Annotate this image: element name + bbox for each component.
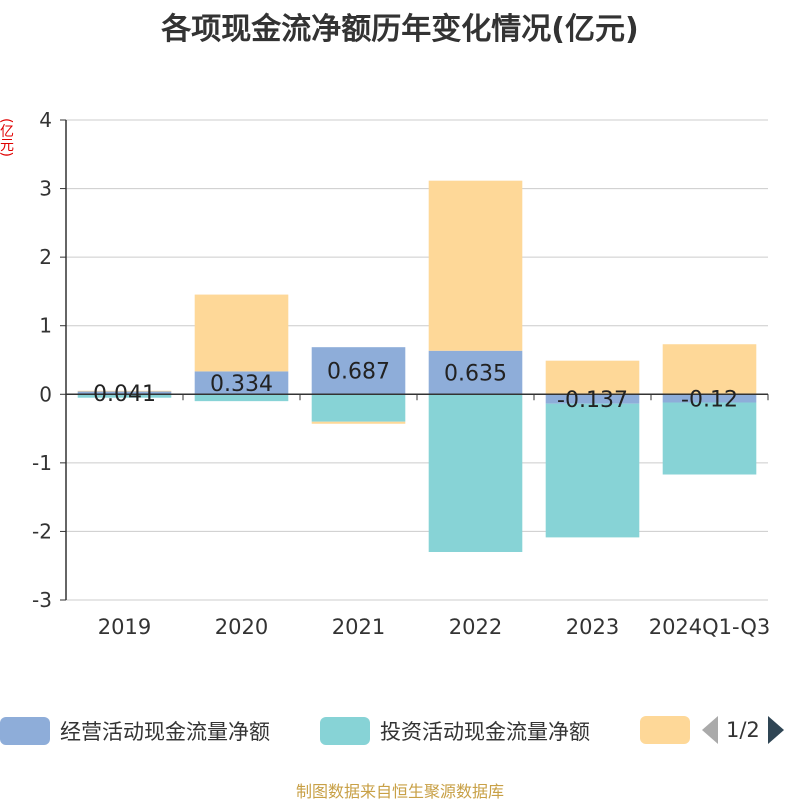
data-label: 0.687	[327, 360, 390, 385]
x-tick-label: 2019	[98, 615, 151, 639]
y-tick-label: 3	[39, 177, 52, 201]
bar-series1	[662, 402, 757, 475]
bar-series2	[311, 421, 406, 424]
data-label: -0.12	[681, 387, 738, 412]
bar-series2	[428, 180, 523, 351]
bar-series2	[545, 360, 640, 395]
legend-label-investing: 投资活动现金流量净额	[380, 720, 590, 744]
x-tick-label: 2020	[215, 615, 268, 639]
x-tick-label: 2024Q1-Q3	[649, 615, 771, 639]
legend-label-operating: 经营活动现金流量净额	[60, 720, 270, 744]
x-tick-label: 2022	[449, 615, 502, 639]
legend-prev-arrow-icon[interactable]	[702, 716, 718, 744]
bar-series1	[77, 394, 172, 398]
source-note: 制图数据来自恒生聚源数据库	[295, 782, 504, 801]
chart-title: 各项现金流净额历年变化情况(亿元)	[161, 12, 639, 47]
legend-next-arrow-icon[interactable]	[767, 716, 784, 744]
data-label: -0.137	[557, 388, 628, 413]
bar-series0	[428, 350, 523, 395]
y-tick-label: 0	[39, 382, 52, 406]
legend-swatch-operating	[0, 717, 50, 745]
bar-series2	[662, 344, 757, 395]
bar-series1	[428, 394, 523, 552]
y-tick-label: -2	[32, 519, 52, 543]
bar-series0	[545, 394, 640, 404]
x-tick-label: 2023	[566, 615, 619, 639]
bar-series2	[77, 390, 172, 392]
data-label: 0.334	[210, 372, 273, 397]
legend-item-financing[interactable]	[640, 716, 700, 744]
data-label: 0.041	[93, 382, 156, 407]
y-tick-label: 2	[39, 245, 52, 269]
data-label: 0.635	[444, 362, 507, 387]
legend-item-investing[interactable]: 投资活动现金流量净额	[320, 716, 590, 746]
bar-series0	[311, 347, 406, 395]
bar-series2	[194, 294, 289, 372]
y-tick-label: -3	[32, 588, 52, 612]
legend-page-indicator: 1/2	[726, 718, 760, 742]
legend-item-operating[interactable]: 经营活动现金流量净额	[0, 716, 270, 746]
bar-series0	[77, 391, 172, 395]
bar-series1	[311, 394, 406, 422]
legend-swatch-investing	[320, 717, 370, 745]
y-tick-label: 1	[39, 314, 52, 338]
legend-swatch-financing	[640, 716, 690, 744]
bar-series0	[662, 394, 757, 403]
bar-series0	[194, 371, 289, 395]
legend-pager: 1/2	[702, 716, 784, 744]
bar-series1	[194, 394, 289, 402]
y-tick-label: -1	[32, 451, 52, 475]
x-tick-label: 2021	[332, 615, 385, 639]
y-tick-label: 4	[39, 108, 52, 132]
bar-series1	[545, 403, 640, 538]
y-axis-unit: (亿元)	[0, 118, 14, 157]
